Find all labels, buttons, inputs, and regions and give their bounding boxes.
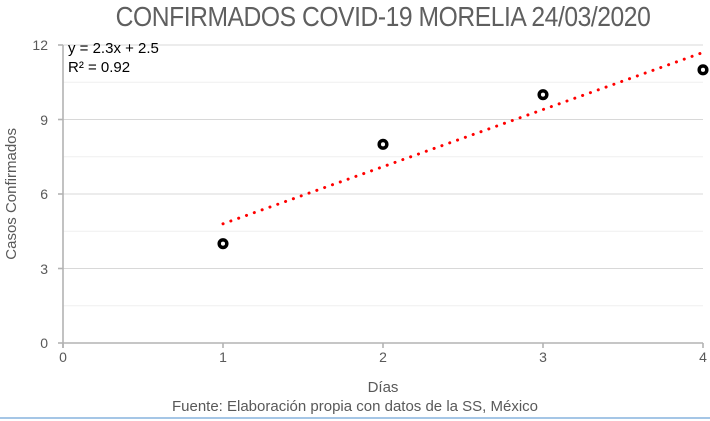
data-point-marker bbox=[217, 238, 229, 250]
x-tick-label: 0 bbox=[59, 349, 67, 365]
y-tick-label: 6 bbox=[40, 186, 48, 202]
data-point-marker bbox=[377, 138, 389, 150]
x-tick-labels: 0 1 2 3 4 bbox=[59, 349, 707, 367]
x-tick-label: 1 bbox=[219, 349, 227, 365]
source-note: Fuente: Elaboración propia con datos de … bbox=[171, 398, 539, 415]
x-axis-title: Días bbox=[367, 379, 399, 396]
y-axis-title-text: Casos Confirmados bbox=[2, 128, 20, 260]
trendline-equation: y = 2.3x + 2.5 bbox=[68, 40, 159, 57]
data-point-marker bbox=[537, 89, 549, 101]
trendline-annotation: y = 2.3x + 2.5 R² = 0.92 bbox=[68, 39, 159, 77]
y-tick-label: 0 bbox=[40, 335, 48, 351]
chart-title: CONFIRMADOS COVID-19 MORELIA 24/03/2020 bbox=[115, 1, 651, 32]
bottom-rule bbox=[0, 417, 710, 419]
x-tick-label: 2 bbox=[379, 349, 387, 365]
x-tick-label: 4 bbox=[699, 349, 707, 365]
y-tick-label: 9 bbox=[40, 111, 48, 128]
plot-area bbox=[58, 44, 709, 348]
x-tick-label: 3 bbox=[539, 349, 547, 365]
data-point-marker bbox=[697, 64, 709, 76]
y-tick-label: 3 bbox=[40, 260, 48, 277]
y-tick-label: 12 bbox=[32, 37, 48, 53]
y-tick-labels: 0 3 6 9 12 bbox=[0, 37, 57, 351]
y-axis-title: Casos Confirmados bbox=[1, 45, 21, 343]
trendline-r-squared: R² = 0.92 bbox=[68, 59, 131, 76]
trendline-dotted bbox=[221, 49, 708, 226]
scatter-plot bbox=[58, 44, 709, 348]
